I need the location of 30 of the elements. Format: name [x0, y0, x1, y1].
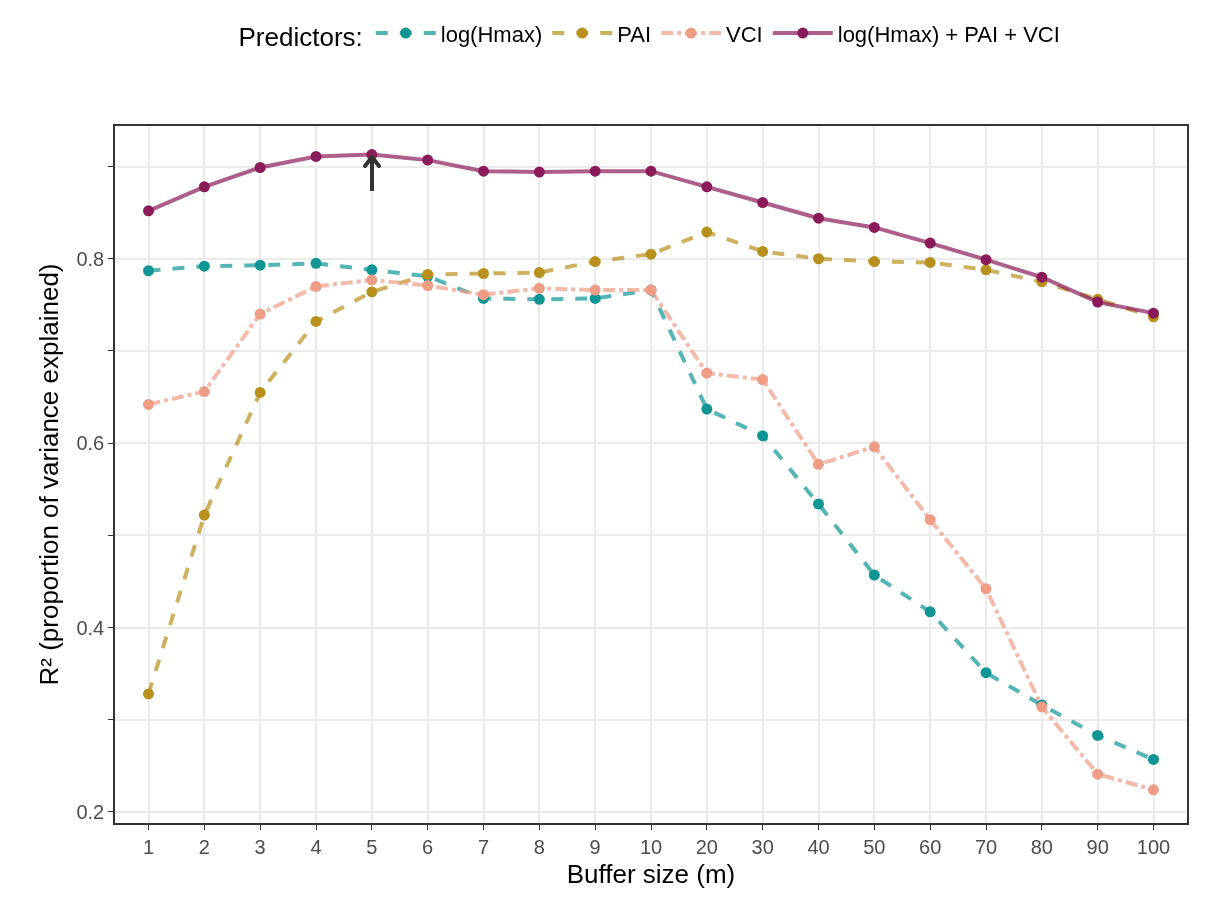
legend-label: VCI: [726, 21, 763, 47]
x-tick-label: 90: [1086, 835, 1109, 858]
x-tick-label: 3: [254, 835, 266, 858]
legend-title: Predictors:: [238, 22, 363, 53]
x-tick-label: 1: [142, 835, 155, 858]
x-tick-label: 10: [639, 835, 663, 858]
x-tick-label: 50: [863, 835, 886, 858]
x-tick-label: 30: [751, 835, 774, 858]
x-tick-label: 20: [695, 835, 718, 858]
x-tick-label: 2: [198, 835, 210, 858]
y-tick-label: 0.6: [76, 432, 105, 455]
y-tick-label: 0.2: [76, 800, 105, 823]
x-axis-title: Buffer size (m): [566, 858, 736, 889]
x-tick-label: 80: [1030, 835, 1053, 858]
x-tick-label: 70: [974, 835, 998, 858]
x-tick-label: 60: [919, 835, 942, 858]
x-tick-label: 40: [807, 835, 830, 858]
legend-label: log(Hmax) + PAI + VCI: [837, 21, 1060, 47]
x-tick-label: 8: [533, 835, 545, 858]
x-tick-label: 9: [589, 835, 601, 858]
x-tick-label: 4: [310, 835, 322, 858]
legend-label: log(Hmax): [440, 21, 543, 47]
x-tick-label: 5: [366, 835, 378, 858]
y-tick-label: 0.8: [76, 247, 105, 270]
y-tick-label: 0.4: [76, 616, 105, 639]
x-tick-label: 7: [477, 835, 490, 858]
x-tick-label: 100: [1136, 835, 1171, 858]
legend-label: PAI: [617, 21, 652, 47]
y-axis-title: R² (proportion of variance explained): [34, 263, 65, 686]
x-tick-label: 6: [422, 835, 434, 858]
